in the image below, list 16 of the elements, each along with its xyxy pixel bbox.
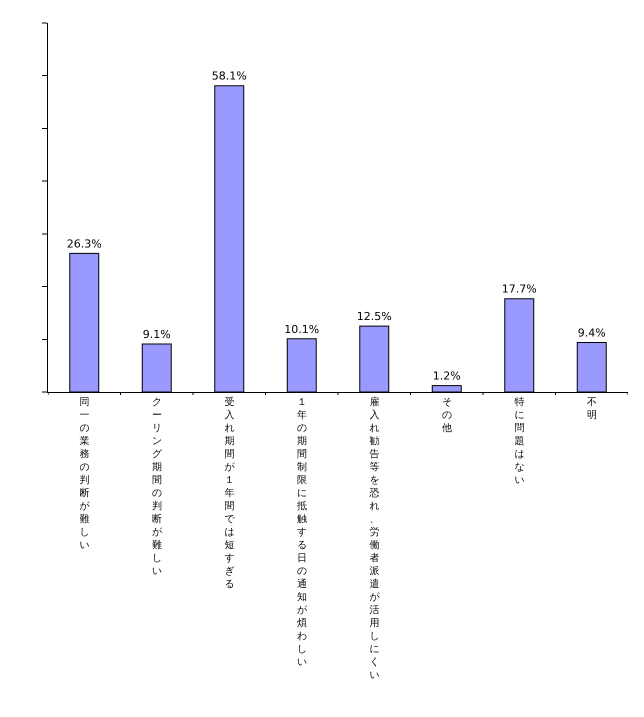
- data-label: 10.1%: [284, 322, 320, 336]
- data-label: 9.4%: [578, 326, 606, 340]
- data-label: 1.2%: [432, 370, 461, 383]
- x-tick-label: その他: [442, 397, 452, 434]
- category-label: 受入れ期間が１年間では短すぎる: [224, 397, 234, 590]
- category-label: 雇入れ勧告等を恐れ、労働者派遣が活用しにくい: [369, 397, 380, 681]
- category-label: クーリング期間の判断が難しい: [152, 397, 162, 577]
- x-tick-label: 特に問題はない: [514, 396, 524, 486]
- data-label: 12.5%: [356, 310, 392, 324]
- x-tick-label: 不明: [586, 397, 597, 421]
- category-label: 同一の業務の判断が難しい: [79, 397, 90, 551]
- data-label: 9.1%: [142, 328, 171, 342]
- data-label: 26.3%: [66, 237, 102, 250]
- data-label: 58.1%: [212, 70, 247, 83]
- data-label: 17.7%: [502, 282, 537, 296]
- category-label: １年の期間制限に抵触する日の通知が煩わしい: [296, 397, 307, 668]
